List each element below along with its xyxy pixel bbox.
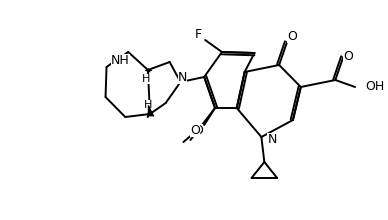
Text: N: N (178, 70, 187, 84)
Text: O: O (287, 29, 297, 42)
Text: H: H (144, 100, 152, 110)
Text: O: O (191, 123, 200, 136)
Polygon shape (148, 105, 152, 114)
Text: O: O (343, 50, 353, 62)
Text: F: F (195, 28, 202, 40)
Text: NH: NH (111, 53, 130, 66)
Text: H: H (142, 74, 150, 84)
Text: N: N (267, 132, 277, 145)
Text: O: O (193, 123, 203, 136)
Text: OH: OH (365, 79, 384, 92)
